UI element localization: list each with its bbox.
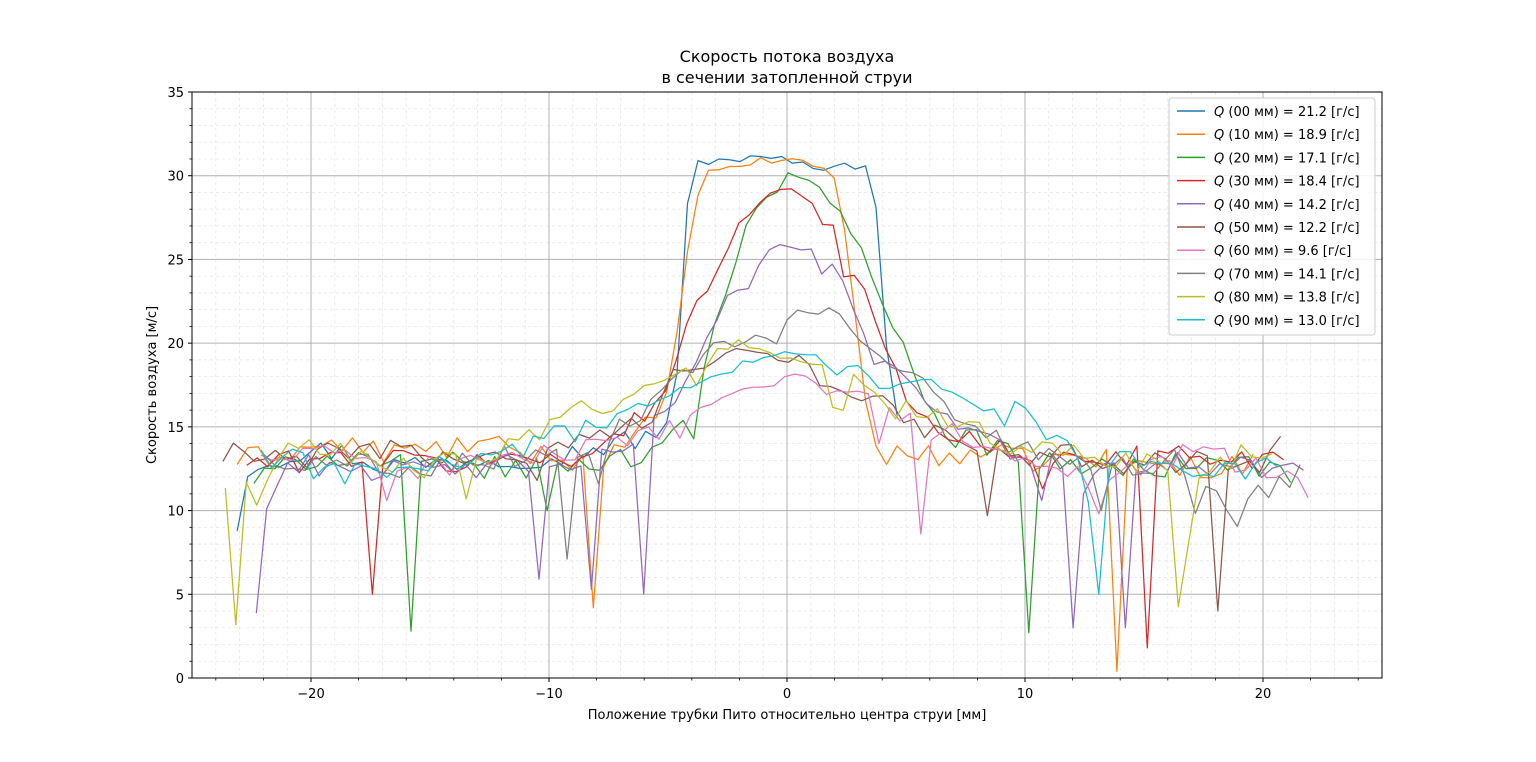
legend-entry-label: Q (60 мм) = 9.6 [г/с] xyxy=(1214,244,1351,259)
legend-entry-label: Q (50 мм) = 12.2 [г/с] xyxy=(1214,221,1360,236)
tick-layer: −20 −10 0 10 20 0 5 10 15 20 25 30 35 xyxy=(167,86,1359,702)
legend-entry-label: Q (10 мм) = 18.9 [г/с] xyxy=(1214,128,1360,143)
series-line-3 xyxy=(246,188,1284,649)
series-line-5 xyxy=(222,347,1282,612)
series-line-2 xyxy=(253,172,1292,634)
y-axis-label: Скорость воздуха [м/с] xyxy=(145,306,160,464)
legend-entry-label: Q (20 мм) = 17.1 [г/с] xyxy=(1214,151,1360,166)
x-tick-label: −20 xyxy=(297,687,324,702)
legend-entry-label: Q (80 мм) = 13.8 [г/с] xyxy=(1214,291,1360,306)
legend-entry-label: Q (70 мм) = 14.1 [г/с] xyxy=(1214,267,1360,282)
legend-entry-label: Q (00 мм) = 21.2 [г/с] xyxy=(1214,105,1360,120)
legend-entry-label: Q (90 мм) = 13.0 [г/с] xyxy=(1214,314,1360,329)
legend: Q (00 мм) = 21.2 [г/с] Q (10 мм) = 18.9 [… xyxy=(1168,97,1376,336)
series-line-7 xyxy=(262,307,1301,560)
legend-entry-label: Q (40 мм) = 14.2 [г/с] xyxy=(1214,198,1360,213)
x-tick-label: 0 xyxy=(783,687,791,702)
y-tick-label: 15 xyxy=(167,421,184,436)
y-tick-label: 5 xyxy=(176,588,184,603)
series-layer xyxy=(222,155,1309,672)
y-tick-label: 30 xyxy=(167,170,184,185)
y-tick-label: 0 xyxy=(176,672,184,687)
x-tick-label: 10 xyxy=(1017,687,1034,702)
y-tick-label: 20 xyxy=(167,337,184,352)
y-tick-label: 35 xyxy=(167,86,184,101)
series-line-8 xyxy=(224,339,1273,626)
x-axis-label: Положение трубки Пито относительно центр… xyxy=(588,708,987,723)
chart-title-line-1: Скорость потока воздуха xyxy=(680,47,895,66)
x-tick-label: 20 xyxy=(1255,687,1272,702)
legend-box xyxy=(1168,97,1376,336)
y-tick-label: 10 xyxy=(167,505,184,520)
legend-entry-label: Q (30 мм) = 18.4 [г/с] xyxy=(1214,175,1360,190)
y-tick-label: 25 xyxy=(167,253,184,268)
chart-title-line-2: в сечении затопленной струи xyxy=(661,68,912,87)
series-line-9 xyxy=(260,351,1278,595)
x-tick-label: −10 xyxy=(535,687,562,702)
series-line-4 xyxy=(255,243,1304,629)
